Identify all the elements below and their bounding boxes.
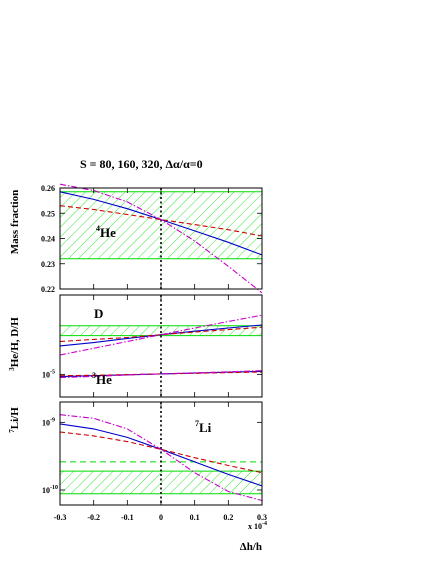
annotation-deuterium: D	[94, 306, 103, 321]
helium4-curve-dashdot	[59, 183, 263, 294]
ytick-label-exp: -10	[50, 485, 58, 491]
x-axis-label: Δh/h	[240, 541, 262, 553]
x-tick-label: -0.1	[121, 513, 134, 522]
panel-helium4: Mass fraction 0.22 0.23 0.24 0.25 0.26 4He	[9, 183, 263, 294]
x-tick-label: 0.2	[223, 513, 233, 522]
annotation-he3: 3He	[92, 371, 112, 387]
yticks-helium4: 0.22 0.23 0.24 0.25 0.26	[41, 184, 262, 294]
ylabel-lithium7-text: Li/H	[9, 407, 21, 429]
curves-deuterium-helium3	[59, 314, 263, 379]
x-multiplier-exp: -4	[262, 521, 267, 527]
x-tick-label: 0.1	[190, 513, 200, 522]
x-multiplier-text: x 10	[248, 522, 262, 531]
deuterium-helium3-curve-he3-dashed	[59, 371, 263, 377]
ylabel-deuterium-helium3: 3He/H, D/H	[8, 317, 21, 371]
ytick-label-base: 10	[42, 486, 50, 495]
ytick-label-base: 10	[42, 418, 50, 427]
ylabel-helium4: Mass fraction	[9, 190, 21, 254]
curves-helium4	[59, 183, 263, 294]
xticks-helium4	[59, 188, 263, 289]
ytick-label-helium4: 0.22	[41, 285, 55, 294]
ytick-label-deuterium-helium3: 10-5	[42, 369, 55, 379]
lithium7-curve-dashed	[59, 431, 263, 474]
ylabel-deuterium-helium3-text: He/H, D/H	[9, 317, 21, 368]
ylabel-deuterium-helium3-sup: 3	[8, 367, 16, 371]
observed-band-deuterium	[60, 325, 262, 336]
ytick-label-base: 10	[42, 370, 50, 379]
ytick-label-lithium7: 10-10	[42, 485, 58, 495]
deuterium-helium3-curve-he3-dashdot	[59, 370, 263, 379]
yticks-lithium7: 10-910-10	[42, 417, 262, 495]
annotation-he4-sup: 4	[96, 224, 100, 233]
annotation-he3-base: He	[96, 372, 112, 387]
x-tick-labels: -0.3 -0.2 -0.1 0 0.1 0.2 0.3	[54, 513, 267, 522]
annotation-li7: 7Li	[195, 419, 212, 435]
panel-deuterium-helium3: 3He/H, D/H 10-5 D 3He	[8, 294, 263, 398]
annotation-he3-sup: 3	[92, 371, 96, 380]
figure-title: S = 80, 160, 320, Δα/α=0	[80, 157, 203, 171]
xticks-lithium7	[59, 402, 263, 505]
ytick-label-helium4: 0.24	[41, 235, 55, 244]
x-multiplier: x 10-4	[248, 521, 267, 531]
curves-lithium7	[59, 414, 263, 502]
panel-lithium7: 7Li/H 10-910-10 7Li	[8, 401, 263, 506]
observed-band-lithium7	[60, 471, 262, 494]
annotation-he4-base: He	[100, 225, 116, 240]
xticks-deuterium-helium3	[59, 295, 263, 397]
lithium7-curve-dashdot	[59, 414, 263, 502]
ytick-label-lithium7: 10-9	[42, 417, 55, 427]
ytick-label-exp: -9	[50, 417, 55, 423]
annotation-li7-sup: 7	[195, 419, 199, 428]
deuterium-helium3-curve-d-solid	[59, 324, 263, 347]
annotation-li7-base: Li	[199, 420, 212, 435]
x-tick-label: -0.3	[54, 513, 67, 522]
x-tick-label: 0.3	[257, 513, 267, 522]
x-tick-label: -0.2	[87, 513, 100, 522]
annotation-he4: 4He	[96, 224, 116, 240]
x-tick-label: 0	[159, 513, 163, 522]
yticks-deuterium-helium3: 10-5	[42, 369, 262, 379]
ytick-label-exp: -5	[50, 369, 55, 375]
ylabel-lithium7-sup: 7	[8, 429, 16, 433]
ytick-label-helium4: 0.25	[41, 209, 55, 218]
helium4-curve-dashed	[59, 205, 263, 237]
ytick-label-helium4: 0.26	[41, 184, 55, 193]
deuterium-helium3-curve-d-dashed	[59, 326, 263, 343]
ylabel-lithium7: 7Li/H	[8, 407, 21, 433]
ytick-label-helium4: 0.23	[41, 260, 55, 269]
